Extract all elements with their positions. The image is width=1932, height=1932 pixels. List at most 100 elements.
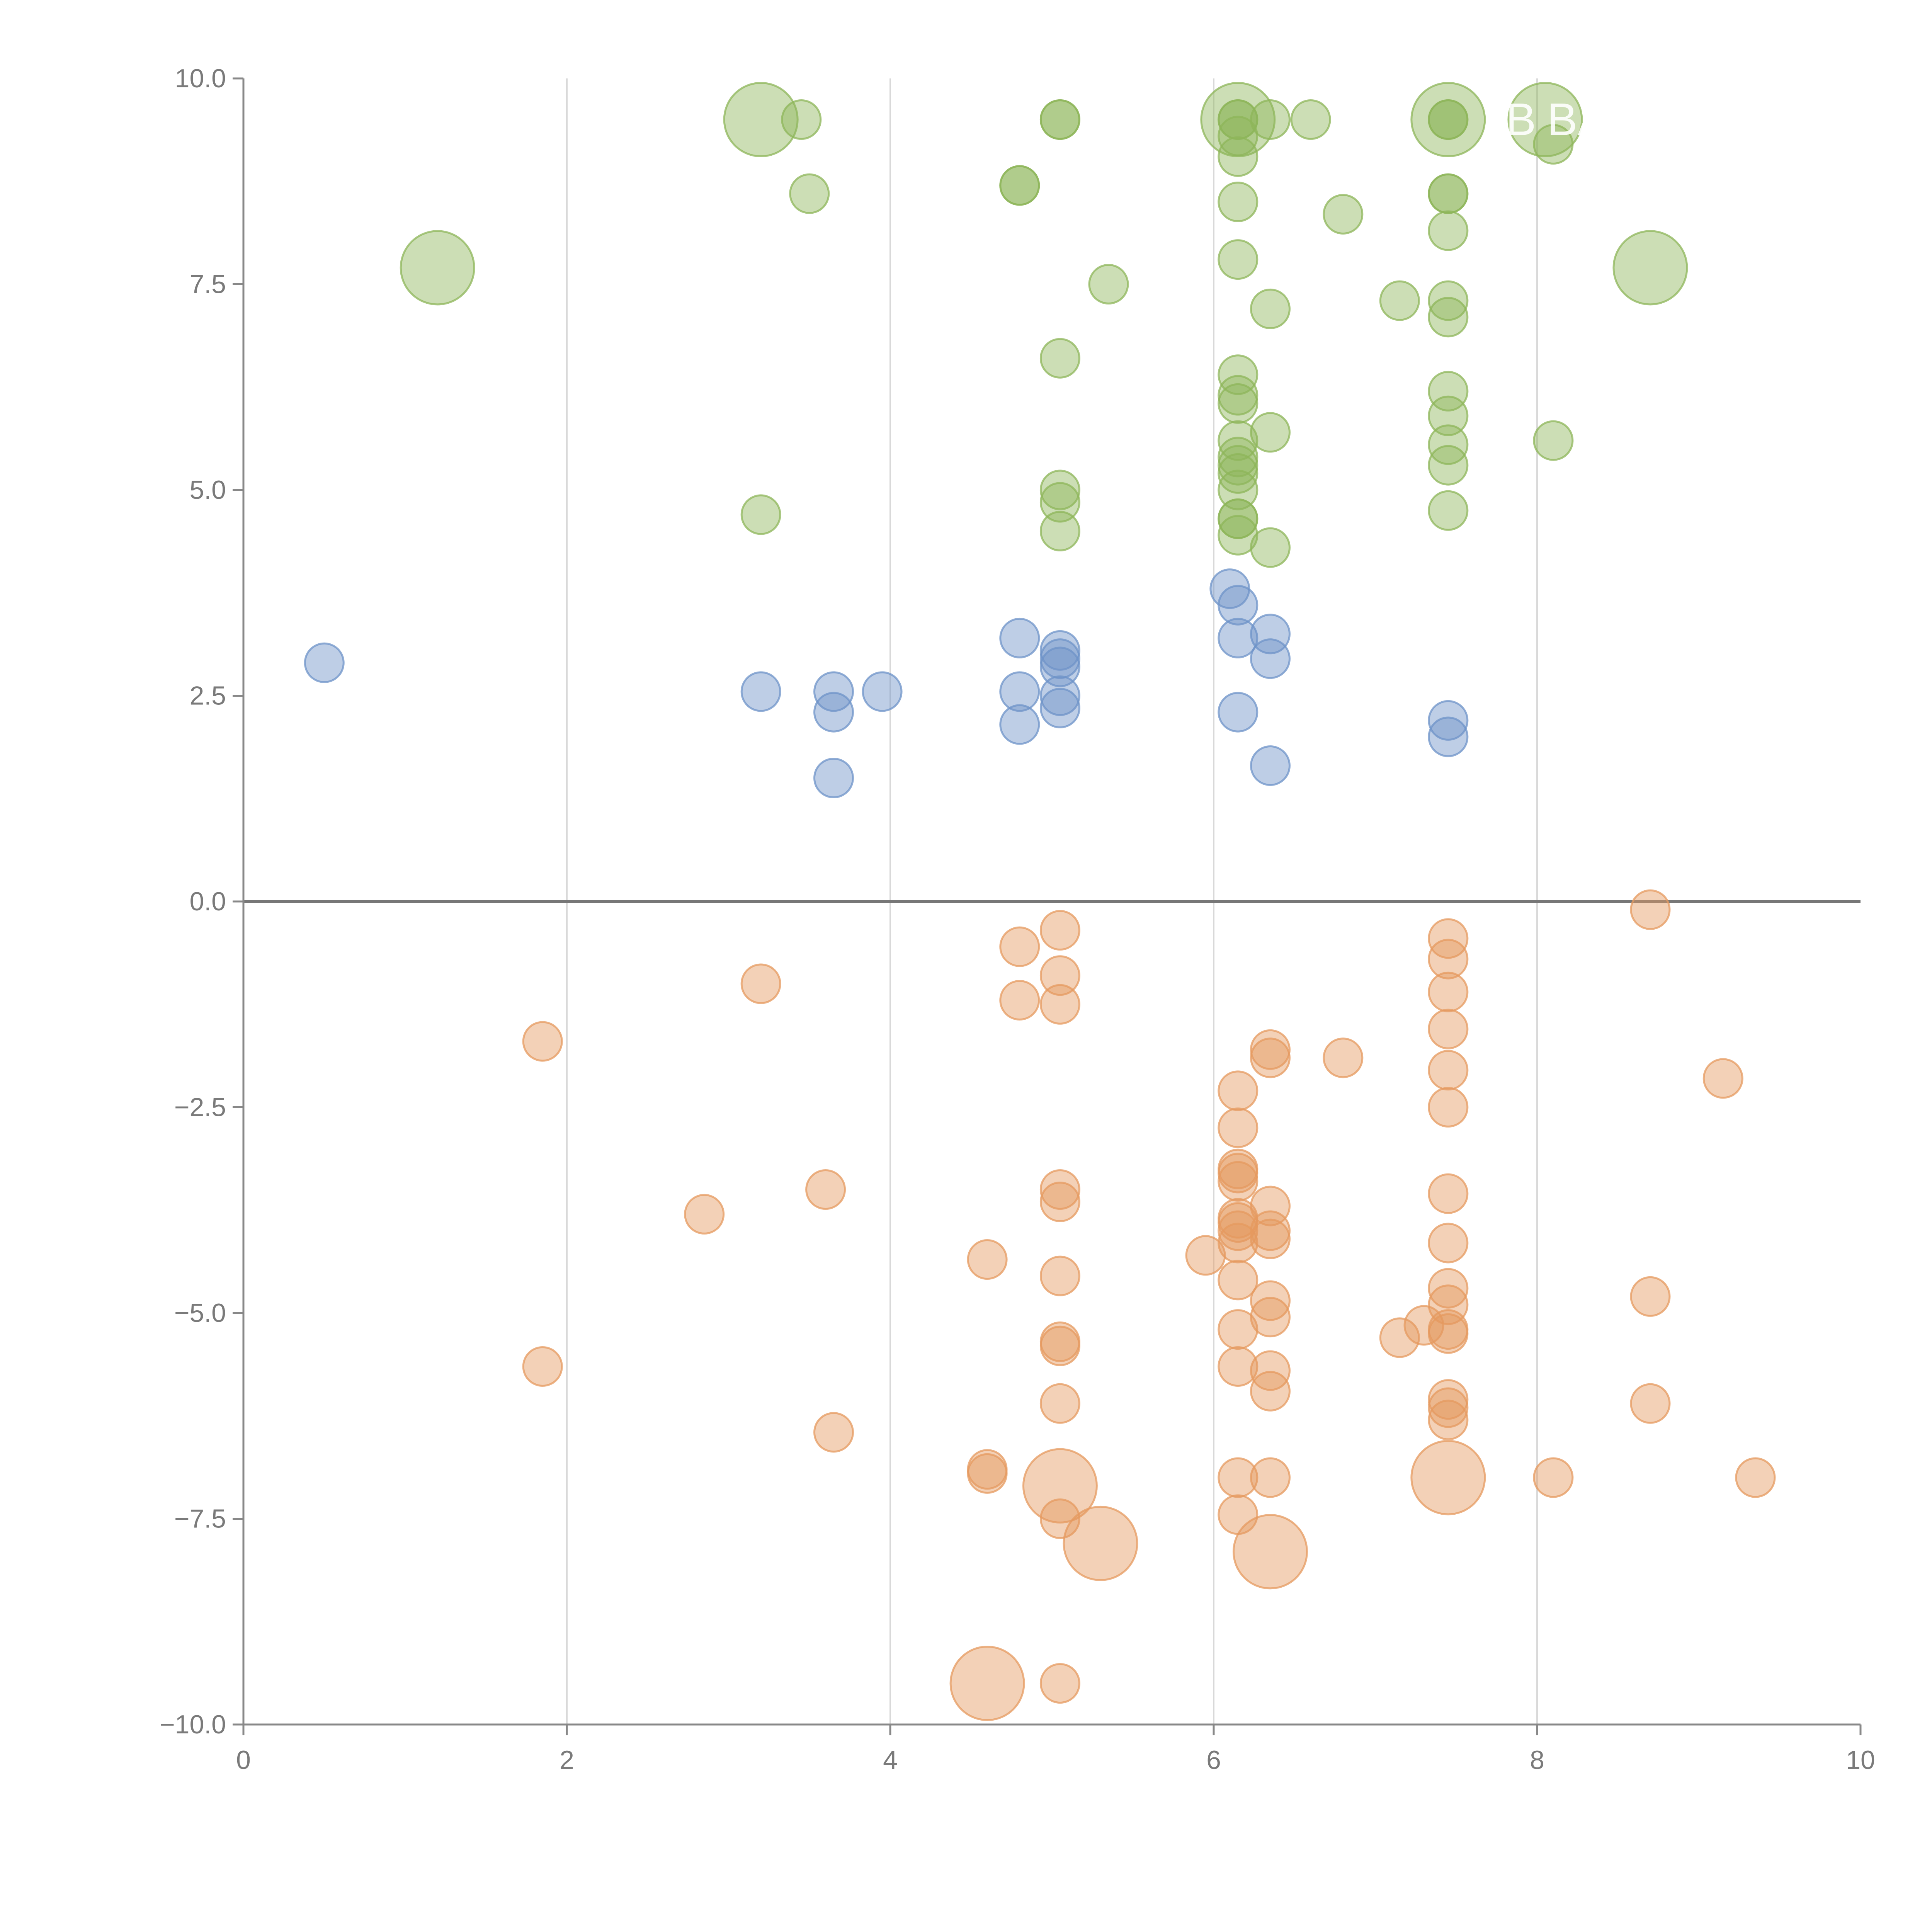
data-point-green <box>1218 375 1259 416</box>
data-point-green <box>1218 136 1259 177</box>
data-point-orange <box>1250 1185 1291 1226</box>
data-point-orange <box>805 1169 846 1210</box>
data-point-orange <box>1218 1346 1259 1387</box>
data-point-blue <box>813 692 854 733</box>
annotation-label: B <box>1506 94 1536 145</box>
data-point-green <box>740 494 781 535</box>
data-point-orange <box>1250 1210 1291 1251</box>
data-point-blue <box>999 671 1040 712</box>
data-point-green <box>1218 116 1259 156</box>
data-point-orange <box>1428 1087 1469 1128</box>
data-point-orange <box>1702 1058 1743 1099</box>
data-point-orange <box>1039 1498 1080 1539</box>
data-point-green <box>1218 420 1259 461</box>
y-tick-label: 5.0 <box>189 475 226 505</box>
data-point-green <box>1533 420 1574 461</box>
data-point-orange <box>1379 1317 1420 1358</box>
data-point-green <box>1218 99 1259 140</box>
data-point-green <box>1218 354 1259 395</box>
data-point-orange <box>1250 1218 1291 1259</box>
data-point-orange <box>1533 1457 1574 1498</box>
data-point-green <box>1250 412 1291 453</box>
data-point-orange <box>1218 1309 1259 1350</box>
x-tick-label: 8 <box>1530 1745 1544 1775</box>
data-point-orange <box>1428 1284 1469 1325</box>
data-point-green <box>781 99 822 140</box>
data-point-green <box>1039 482 1080 523</box>
data-point-orange <box>1630 889 1671 930</box>
data-point-blue <box>999 617 1040 658</box>
data-point-orange <box>1039 1325 1080 1366</box>
x-tick-label: 6 <box>1206 1745 1221 1775</box>
data-point-blue <box>1250 745 1291 786</box>
y-tick-label: 10.0 <box>175 64 226 93</box>
data-point-blue <box>1039 675 1080 716</box>
data-point-green <box>1290 99 1331 140</box>
data-point-orange <box>1039 1181 1080 1222</box>
data-point-orange <box>967 1239 1008 1280</box>
y-tick-label: −10.0 <box>160 1710 226 1739</box>
y-tick-label: −2.5 <box>174 1093 226 1122</box>
data-point-green <box>1428 490 1469 531</box>
data-point-green <box>1410 82 1486 157</box>
data-point-orange <box>1218 1070 1259 1111</box>
data-point-blue <box>1428 716 1469 757</box>
data-point-green <box>1218 515 1259 556</box>
data-point-green <box>1218 239 1259 280</box>
data-point-green <box>1533 124 1574 165</box>
data-point-blue <box>813 758 854 798</box>
x-tick-label: 10 <box>1846 1745 1875 1775</box>
data-point-green <box>1428 280 1469 321</box>
data-point-blue <box>813 671 854 712</box>
data-point-orange <box>1630 1383 1671 1424</box>
data-point-orange <box>684 1194 725 1235</box>
data-point-orange <box>522 1021 563 1062</box>
data-point-blue <box>1250 614 1291 655</box>
data-point-orange <box>1185 1235 1226 1276</box>
data-point-orange <box>1428 1379 1469 1420</box>
data-point-orange <box>1250 1350 1291 1391</box>
data-point-orange <box>949 1646 1025 1721</box>
data-point-orange <box>1428 971 1469 1012</box>
data-point-blue <box>1039 638 1080 679</box>
y-tick-label: −5.0 <box>174 1298 226 1328</box>
x-tick-label: 0 <box>236 1745 251 1775</box>
y-tick-label: 7.5 <box>189 270 226 299</box>
data-point-orange <box>1428 1387 1469 1428</box>
data-point-orange <box>1428 1050 1469 1091</box>
data-points <box>304 82 1776 1721</box>
data-point-green <box>1428 99 1469 140</box>
data-point-orange <box>1039 1663 1080 1704</box>
data-point-green <box>1218 469 1259 510</box>
data-point-orange <box>1428 1173 1469 1214</box>
data-point-orange <box>1410 1440 1486 1515</box>
data-point-orange <box>1428 1313 1469 1354</box>
data-point-green <box>1428 297 1469 338</box>
data-point-orange <box>1039 955 1080 996</box>
data-point-green <box>1039 99 1080 140</box>
data-point-orange <box>1250 1297 1291 1338</box>
data-point-green <box>1428 173 1469 214</box>
data-point-orange <box>813 1412 854 1453</box>
data-point-green <box>1218 437 1259 478</box>
data-point-green <box>1250 288 1291 329</box>
data-point-green <box>1428 395 1469 436</box>
data-point-green <box>1088 264 1129 304</box>
data-point-green <box>400 230 475 306</box>
data-point-green <box>1218 498 1259 539</box>
data-point-green <box>1507 82 1583 157</box>
data-point-blue <box>1218 585 1259 626</box>
data-point-orange <box>1232 1514 1308 1590</box>
data-point-orange <box>1218 1202 1259 1243</box>
data-point-blue <box>1039 687 1080 728</box>
data-point-blue <box>740 671 781 712</box>
data-point-orange <box>522 1346 563 1387</box>
data-point-orange <box>999 980 1040 1021</box>
data-point-green <box>1428 424 1469 465</box>
data-point-blue <box>1039 646 1080 687</box>
data-point-orange <box>1039 910 1080 951</box>
data-point-orange <box>1428 1009 1469 1049</box>
data-point-orange <box>1428 918 1469 959</box>
data-point-orange <box>1428 1223 1469 1264</box>
